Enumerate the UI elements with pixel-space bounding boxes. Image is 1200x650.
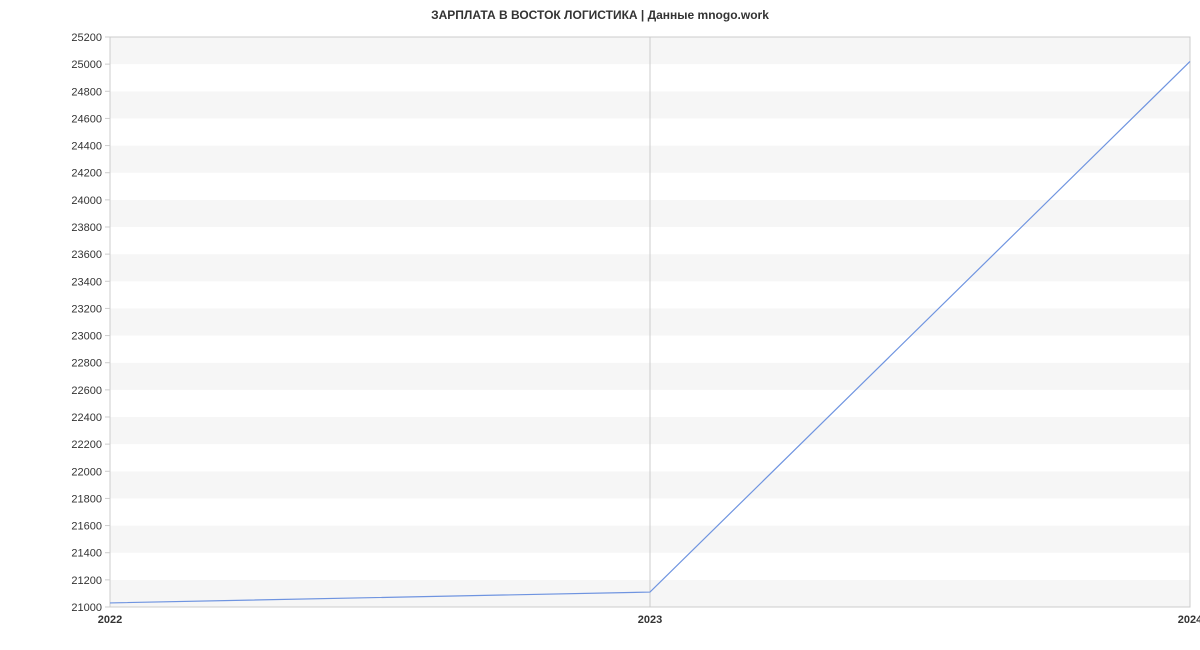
y-tick-label: 24400: [71, 141, 102, 153]
chart-title: ЗАРПЛАТА В ВОСТОК ЛОГИСТИКА | Данные mno…: [0, 0, 1200, 22]
y-tick-label: 24600: [71, 113, 102, 125]
y-tick-label: 22000: [71, 466, 102, 478]
y-tick-label: 22800: [71, 358, 102, 370]
y-tick-label: 21800: [71, 493, 102, 505]
salary-line-chart: 2022 2023 2024 21000 21200 21400 21600 21800 220…: [0, 22, 1200, 642]
y-tick-label: 25000: [71, 59, 102, 71]
y-tick-label: 21600: [71, 521, 102, 533]
y-tick-label: 21200: [71, 575, 102, 587]
x-tick-label: 2023: [638, 614, 662, 626]
y-tick-label: 21400: [71, 548, 102, 560]
y-tick-label: 24200: [71, 168, 102, 180]
x-tick-label: 2024: [1178, 614, 1200, 626]
y-tick-label: 24800: [71, 86, 102, 98]
y-tick-label: 22200: [71, 439, 102, 451]
y-tick-label: 23200: [71, 303, 102, 315]
y-tick-label: 21000: [71, 602, 102, 614]
y-tick-label: 22600: [71, 385, 102, 397]
y-tick-label: 23800: [71, 222, 102, 234]
y-tick-label: 22400: [71, 412, 102, 424]
y-tick-label: 23400: [71, 276, 102, 288]
y-tick-label: 24000: [71, 195, 102, 207]
x-tick-label: 2022: [98, 614, 122, 626]
y-tick-label: 23000: [71, 331, 102, 343]
y-tick-label: 23600: [71, 249, 102, 261]
y-tick-label: 25200: [71, 32, 102, 44]
